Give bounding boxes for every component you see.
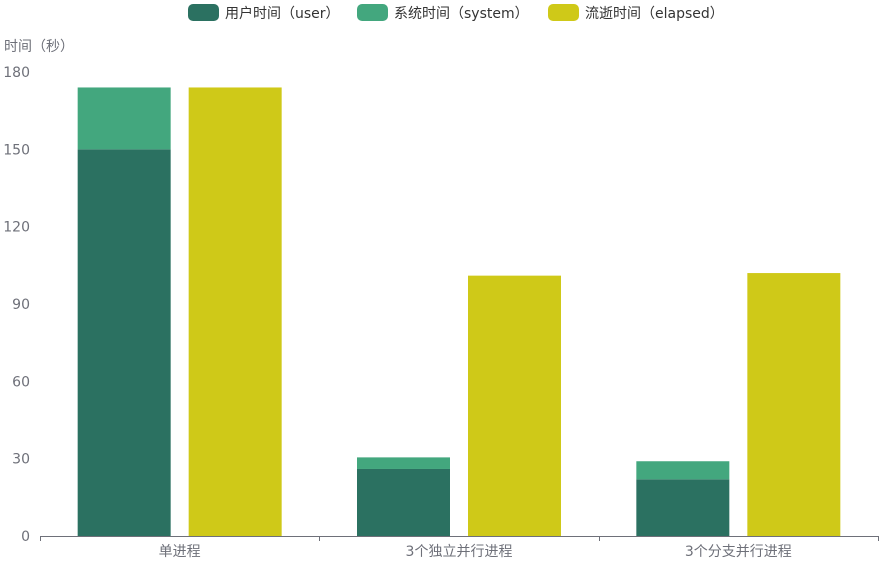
bar (468, 275, 561, 536)
bar (77, 149, 171, 537)
x-category-label: 单进程 (159, 544, 201, 560)
bar (77, 87, 171, 150)
legend-swatch (188, 4, 219, 21)
y-tick-label: 60 (12, 374, 30, 390)
legend-label: 系统时间（system） (394, 6, 529, 22)
legend: 用户时间（user） 系统时间（system） 流逝时间（elapsed） (188, 4, 724, 22)
legend-label: 用户时间（user） (225, 5, 340, 22)
bar (188, 87, 282, 536)
y-axis: 0 30 60 90 120 150 180 (3, 65, 30, 545)
legend-swatch (357, 4, 388, 21)
bar (747, 273, 841, 536)
legend-swatch (548, 4, 579, 21)
x-axis: 单进程 3个独立并行进程 3个分支并行进程 (40, 536, 879, 560)
bar (636, 479, 730, 536)
x-category-label: 3个分支并行进程 (685, 544, 792, 560)
y-tick-label: 180 (3, 65, 30, 81)
bars (77, 87, 841, 537)
bar (636, 461, 730, 480)
y-tick-label: 90 (12, 297, 30, 313)
y-tick-label: 30 (12, 452, 30, 468)
y-tick-label: 0 (21, 529, 30, 545)
x-category-label: 3个独立并行进程 (406, 544, 513, 560)
bar (357, 457, 450, 469)
y-axis-label: 时间（秒） (4, 39, 74, 55)
y-tick-label: 150 (3, 142, 30, 158)
y-tick-label: 120 (3, 220, 30, 236)
bar (357, 468, 450, 536)
legend-label: 流逝时间（elapsed） (585, 6, 724, 22)
